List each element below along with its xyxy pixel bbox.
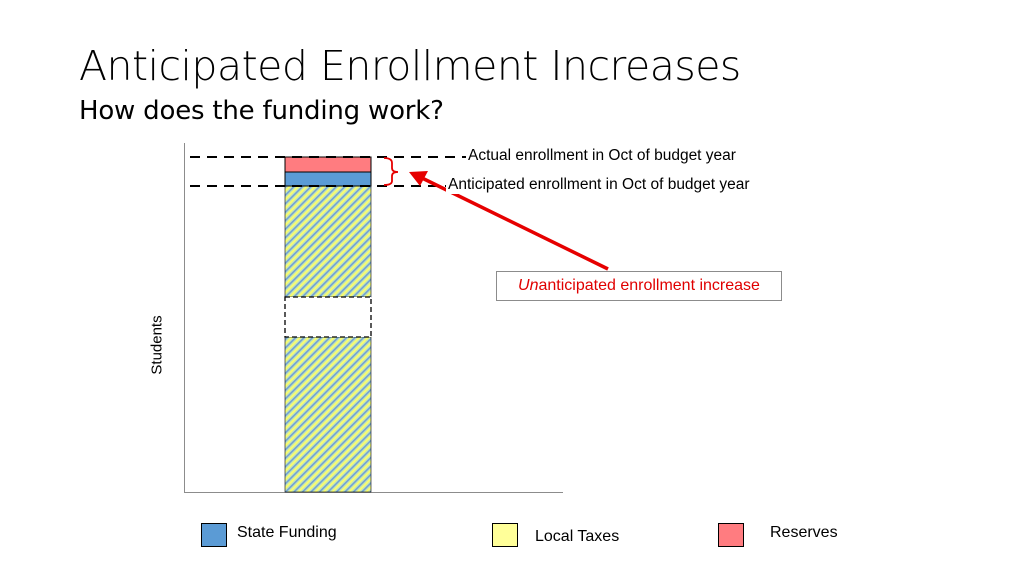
unanticipated-callout: Un anticipated enrollment increase: [496, 271, 782, 301]
callout-text: anticipated enrollment increase: [538, 277, 760, 294]
arrow-head: [409, 171, 428, 186]
slide-title: Anticipated Enrollment Increases: [79, 42, 741, 90]
y-axis-label: Students: [148, 315, 166, 375]
legend-swatch-local-taxes: [492, 523, 518, 547]
legend-label-state-funding: State Funding: [237, 524, 337, 541]
slide-subtitle: How does the funding work?: [79, 96, 444, 126]
callout-prefix: Un: [518, 277, 539, 294]
state-funding-increment: [284, 171, 372, 187]
actual-enrollment-label: Actual enrollment in Oct of budget year: [466, 147, 738, 165]
anticipated-enrollment-label: Anticipated enrollment in Oct of budget …: [446, 176, 752, 194]
base-bar-upper: [284, 185, 372, 298]
legend-label-reserves: Reserves: [770, 524, 838, 541]
bar-gap-segment: [284, 296, 372, 338]
legend-swatch-state-funding: [201, 523, 227, 547]
legend-state-funding: State Funding: [201, 523, 337, 547]
reserves-increment: [284, 156, 372, 173]
legend-local-taxes: Local Taxes: [492, 523, 619, 547]
increase-brace: [383, 157, 399, 186]
legend-swatch-reserves: [718, 523, 744, 547]
legend-label-local-taxes: Local Taxes: [535, 528, 620, 545]
base-bar-lower: [284, 336, 372, 493]
legend-reserves: Reserves: [718, 523, 838, 547]
